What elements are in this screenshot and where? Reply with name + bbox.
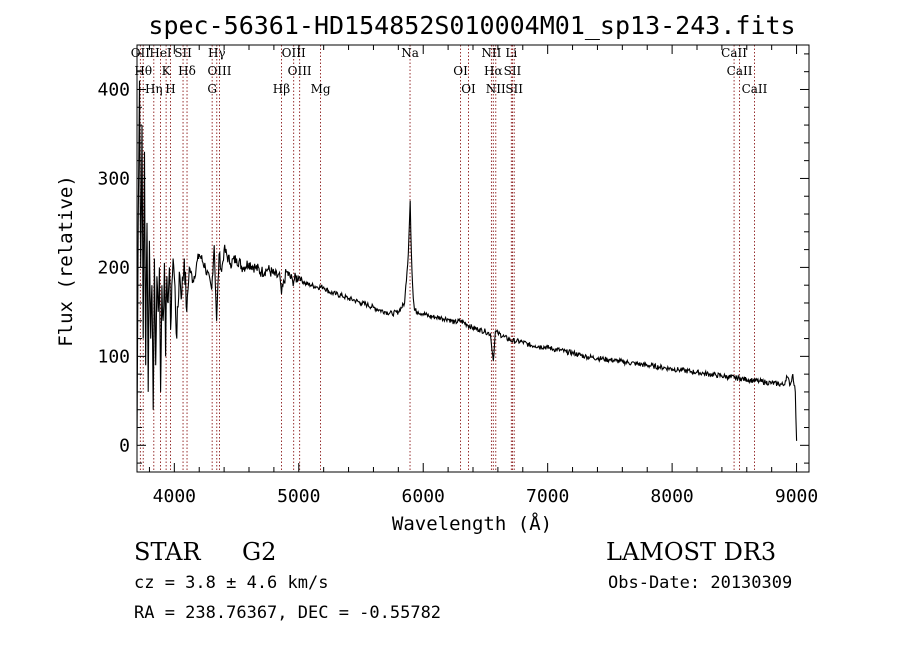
marker-label-25: CaII <box>727 64 753 78</box>
marker-label-18: NII <box>481 46 501 60</box>
marker-label-22: SII <box>504 64 522 78</box>
marker-label-17: OI <box>461 82 476 96</box>
coordinates: RA = 238.76367, DEC = -0.55782 <box>134 603 442 623</box>
survey-name: LAMOST DR3 <box>606 538 777 566</box>
redshift-cz: cz = 3.8 ± 4.6 km/s <box>134 573 329 593</box>
marker-label-24: CaII <box>721 46 747 60</box>
spectrum-line <box>136 80 798 446</box>
marker-label-13: OIII <box>288 64 312 78</box>
marker-label-20: NII <box>486 82 506 96</box>
y-tick-label: 400 <box>97 79 130 100</box>
observation-date: Obs-Date: 20130309 <box>608 573 793 593</box>
y-axis: 0 100 200 300 400 <box>97 53 809 464</box>
marker-label-21: Li <box>505 46 517 60</box>
marker-label-15: Na <box>401 46 419 60</box>
marker-label-4: K <box>162 64 172 78</box>
object-subclass: G2 <box>242 538 277 566</box>
x-tick-label: 7000 <box>526 486 569 507</box>
marker-label-23: SII <box>505 82 523 96</box>
chart-title: spec-56361-HD154852S010004M01_sp13-243.f… <box>148 11 795 40</box>
marker-label-0: OII <box>131 46 151 60</box>
x-tick-label: 4000 <box>153 486 196 507</box>
marker-label-6: SII <box>174 46 192 60</box>
object-class: STAR <box>134 538 201 566</box>
marker-label-19: Hα <box>484 64 503 78</box>
marker-label-1: Hθ <box>134 64 152 78</box>
marker-label-2: Hη <box>145 82 163 96</box>
x-tick-label: 5000 <box>277 486 320 507</box>
y-tick-label: 200 <box>97 257 130 278</box>
x-axis: 4000 5000 6000 7000 8000 9000 <box>148 45 818 507</box>
y-axis-label: Flux (relative) <box>55 175 77 347</box>
marker-label-5: H <box>165 82 175 96</box>
x-tick-label: 8000 <box>650 486 693 507</box>
y-tick-label: 0 <box>119 435 130 456</box>
marker-label-3: HeI <box>149 46 172 60</box>
spectrum-series <box>136 80 798 446</box>
marker-label-14: Mg <box>311 82 331 96</box>
y-tick-label: 100 <box>97 346 130 367</box>
x-tick-label: 9000 <box>775 486 818 507</box>
marker-label-16: OI <box>453 64 468 78</box>
marker-label-9: Hγ <box>208 46 226 60</box>
marker-label-10: OIII <box>207 64 231 78</box>
marker-label-26: CaII <box>742 82 768 96</box>
marker-label-8: G <box>207 82 217 96</box>
plot-frame <box>136 44 810 473</box>
marker-label-7: Hδ <box>178 64 196 78</box>
x-axis-label: Wavelength (Å) <box>392 512 552 535</box>
marker-label-11: Hβ <box>273 82 290 96</box>
marker-label-12: OIII <box>282 46 306 60</box>
spectral-line-labels: OII Hθ Hη HeI KH SII Hδ G Hγ OIII Hβ OIII OIII Mg Na OI… <box>131 46 768 96</box>
y-tick-label: 300 <box>97 168 130 189</box>
x-tick-label: 6000 <box>402 486 445 507</box>
